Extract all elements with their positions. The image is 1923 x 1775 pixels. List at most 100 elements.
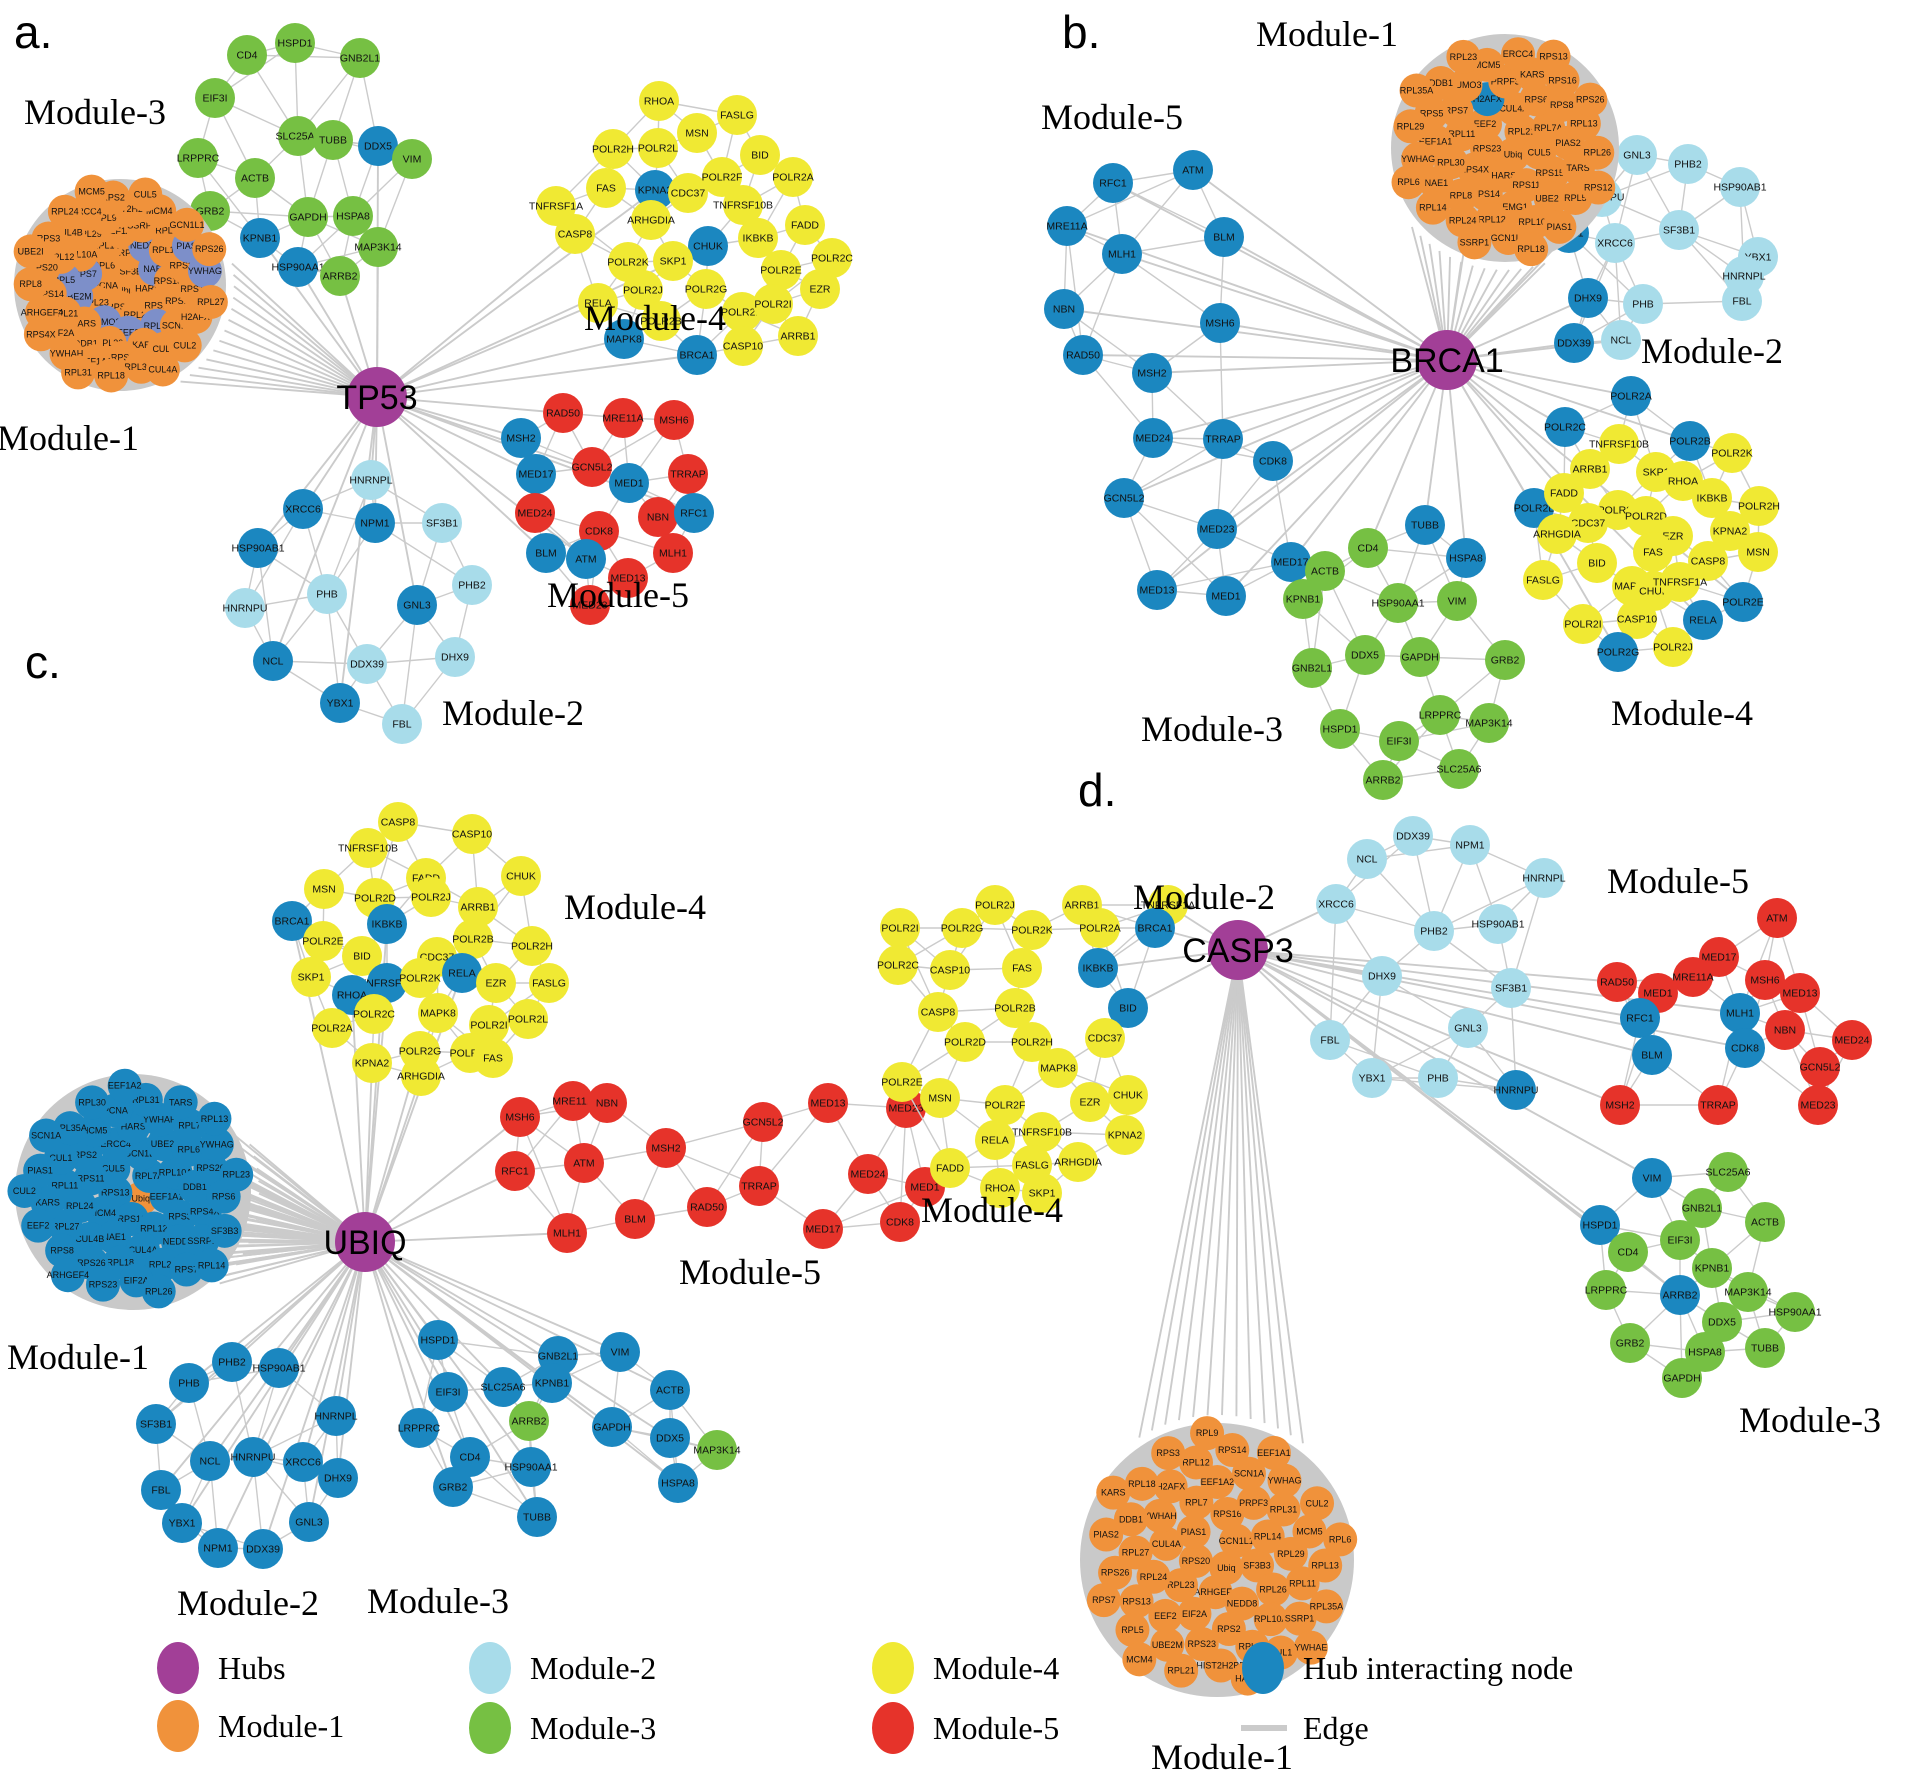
- node-eif3i[interactable]: EIF3I: [428, 1372, 468, 1412]
- node-rpl26[interactable]: RPL26: [1256, 1572, 1291, 1607]
- node-circle[interactable]: [1405, 505, 1445, 545]
- node-polr2e[interactable]: POLR2E: [760, 250, 802, 290]
- node-xrcc6[interactable]: XRCC6: [283, 1442, 323, 1482]
- node-ncl[interactable]: NCL: [1601, 320, 1641, 360]
- node-npm1[interactable]: NPM1: [355, 503, 395, 543]
- node-rpl24[interactable]: RPL24: [47, 194, 82, 229]
- node-circle[interactable]: [1653, 627, 1693, 667]
- node-tnfrsf10b[interactable]: TNFRSF10B: [713, 185, 773, 225]
- node-circle[interactable]: [1203, 419, 1243, 459]
- node-circle[interactable]: [1573, 82, 1608, 117]
- node-brca1[interactable]: BRCA1: [677, 335, 717, 375]
- node-circle[interactable]: [677, 335, 717, 375]
- node-nbn[interactable]: NBN: [1044, 289, 1084, 329]
- node-ncl[interactable]: NCL: [1347, 839, 1387, 879]
- node-rad50[interactable]: RAD50: [1063, 335, 1103, 375]
- node-rpl31[interactable]: RPL31: [61, 355, 96, 390]
- node-msh2[interactable]: MSH2: [501, 418, 541, 458]
- node-circle[interactable]: [604, 319, 644, 359]
- node-phb2[interactable]: PHB2: [1668, 144, 1708, 184]
- node-med17[interactable]: MED17: [803, 1209, 843, 1249]
- node-arrb2[interactable]: ARRB2: [1363, 760, 1403, 800]
- node-skp1[interactable]: SKP1: [653, 241, 693, 281]
- node-ikbkb[interactable]: IKBKB: [738, 218, 778, 258]
- node-circle[interactable]: [283, 489, 323, 529]
- node-polr2h[interactable]: POLR2H: [592, 129, 634, 169]
- node-med13[interactable]: MED13: [608, 558, 648, 598]
- node-circle[interactable]: [674, 493, 714, 533]
- node-circle[interactable]: [778, 316, 818, 356]
- node-gapdh[interactable]: GAPDH: [1400, 637, 1440, 677]
- node-rps13[interactable]: RPS13: [1536, 39, 1571, 74]
- node-mapk8[interactable]: MAPK8: [1038, 1048, 1078, 1088]
- node-rps26[interactable]: RPS26: [192, 232, 227, 267]
- node-polr2b[interactable]: POLR2B: [452, 919, 494, 959]
- node-nbn[interactable]: NBN: [638, 497, 678, 537]
- node-hnrnpu[interactable]: HNRNPU: [1494, 1070, 1539, 1110]
- node-circle[interactable]: [723, 185, 763, 225]
- node-circle[interactable]: [74, 174, 109, 209]
- node-circle[interactable]: [1132, 353, 1172, 393]
- node-polr2d[interactable]: POLR2D: [721, 292, 763, 332]
- node-eif2a[interactable]: EIF2A: [1177, 1596, 1212, 1631]
- node-kpna2[interactable]: KPNA2: [1105, 1115, 1145, 1155]
- node-hspa8[interactable]: HSPA8: [1446, 538, 1486, 578]
- node-circle[interactable]: [543, 393, 583, 433]
- node-circle[interactable]: [1545, 407, 1585, 447]
- node-circle[interactable]: [1173, 150, 1213, 190]
- node-circle[interactable]: [1485, 640, 1525, 680]
- node-med17[interactable]: MED17: [1271, 542, 1311, 582]
- node-rps14[interactable]: RPS14: [1468, 176, 1503, 211]
- node-rps8[interactable]: RPS8: [1544, 87, 1579, 122]
- node-msh2[interactable]: MSH2: [1132, 353, 1172, 393]
- node-ncl[interactable]: NCL: [253, 641, 293, 681]
- hub-circle[interactable]: [1417, 330, 1477, 390]
- node-circle[interactable]: [275, 23, 315, 63]
- node-circle[interactable]: [653, 241, 693, 281]
- node-npm1[interactable]: NPM1: [198, 1528, 238, 1568]
- node-circle[interactable]: [313, 120, 353, 160]
- node-cul4a[interactable]: CUL4A: [1149, 1526, 1184, 1561]
- node-circle[interactable]: [382, 704, 422, 744]
- node-circle[interactable]: [1393, 109, 1428, 144]
- node-rpl9[interactable]: RPL9: [1190, 1416, 1225, 1451]
- node-circle[interactable]: [1580, 135, 1615, 170]
- node-med1[interactable]: MED1: [609, 463, 649, 503]
- node-gnb2l1[interactable]: GNB2L1: [340, 38, 380, 78]
- node-actb[interactable]: ACTB: [1745, 1202, 1785, 1242]
- node-arhgdia[interactable]: ARHGDIA: [627, 200, 675, 240]
- node-sf3b1[interactable]: SF3B1: [422, 503, 462, 543]
- node-hnrnpl[interactable]: HNRNPL: [1522, 858, 1566, 898]
- node-circle[interactable]: [1692, 478, 1732, 518]
- node-arrb2[interactable]: ARRB2: [1660, 1275, 1700, 1315]
- node-faslg[interactable]: FASLG: [717, 95, 757, 135]
- node-phb2[interactable]: PHB2: [452, 565, 492, 605]
- node-circle[interactable]: [1663, 461, 1703, 501]
- node-circle[interactable]: [515, 493, 555, 533]
- node-cd4[interactable]: CD4: [1348, 528, 1388, 568]
- node-ddx5[interactable]: DDX5: [650, 1418, 690, 1458]
- node-eif3i[interactable]: EIF3I: [1379, 721, 1419, 761]
- node-vim[interactable]: VIM: [600, 1332, 640, 1372]
- hub-brca1[interactable]: BRCA1: [1390, 330, 1504, 390]
- node-circle[interactable]: [1544, 473, 1584, 513]
- node-sf3b1[interactable]: SF3B1: [136, 1404, 176, 1444]
- node-polr2f[interactable]: POLR2F: [702, 157, 743, 197]
- node-rfc1[interactable]: RFC1: [495, 1151, 535, 1191]
- node-cul2[interactable]: CUL2: [167, 328, 202, 363]
- node-rela[interactable]: RELA: [578, 283, 618, 323]
- node-ssrp1[interactable]: SSRP1: [1457, 225, 1492, 260]
- node-med13[interactable]: MED13: [1137, 570, 1177, 610]
- node-eef1a2[interactable]: EEF1A2: [107, 1068, 142, 1103]
- node-circle[interactable]: [1514, 488, 1554, 528]
- node-eif3i[interactable]: EIF3I: [195, 78, 235, 118]
- node-circle[interactable]: [1200, 303, 1240, 343]
- node-ncl[interactable]: NCL: [190, 1441, 230, 1481]
- node-arrb1[interactable]: ARRB1: [778, 316, 818, 356]
- node-grb2[interactable]: GRB2: [1610, 1323, 1650, 1363]
- node-msn[interactable]: MSN: [1738, 532, 1778, 572]
- node-circle[interactable]: [812, 238, 852, 278]
- node-sf3b1[interactable]: SF3B1: [1659, 210, 1699, 250]
- node-circle[interactable]: [61, 355, 96, 390]
- node-hsp90ab1[interactable]: HSP90AB1: [1713, 167, 1767, 207]
